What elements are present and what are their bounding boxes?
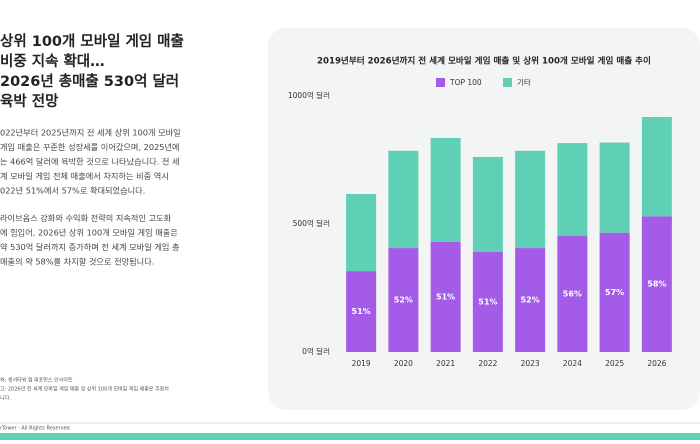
bar-segment xyxy=(515,150,546,249)
paragraph-line: 라이브옵스 강화와 수익화 전략의 지속적인 고도화 xyxy=(0,213,172,223)
x-tick-label: 2023 xyxy=(521,359,540,368)
bar-segment xyxy=(557,236,588,352)
paragraph-line: 022년부터 2025년까지 전 세계 상위 100개 모바일 xyxy=(0,128,181,138)
share-label: 51% xyxy=(436,292,455,301)
bar-segment xyxy=(388,248,419,352)
bar-segment xyxy=(641,216,672,352)
share-label: 51% xyxy=(478,297,497,306)
bar-segment xyxy=(472,251,503,352)
x-tick-label: 2022 xyxy=(478,359,497,368)
bar-segment xyxy=(472,156,503,252)
bar-segment xyxy=(515,248,546,352)
x-tick-label: 2020 xyxy=(394,359,413,368)
paragraph-line: 약 530억 달러까지 증가하며 전 세계 모바일 게임 총 xyxy=(0,242,180,252)
legend-label: 기타 xyxy=(517,78,531,87)
bar-segment xyxy=(557,143,588,237)
paragraph-line: 매출의 약 58%를 차지할 것으로 전망됩니다. xyxy=(0,257,154,267)
note-line: 고: 2026년 전 세계 모바일 게임 매출 및 상위 100개 모바일 게임… xyxy=(0,386,169,393)
share-label: 51% xyxy=(352,307,371,316)
legend-label: TOP 100 xyxy=(449,78,482,87)
bar-segment xyxy=(641,116,672,217)
share-label: 52% xyxy=(521,296,540,305)
x-tick-label: 2019 xyxy=(352,359,371,368)
bar-segment xyxy=(430,137,461,242)
title-line: 비중 지속 확대… xyxy=(0,52,105,70)
paragraph-line: 계 모바일 게임 전체 매출에서 차지하는 비중 역시 xyxy=(0,171,169,181)
paragraph-line: 022년 51%에서 57%로 확대되었습니다. xyxy=(0,186,145,196)
title-line: 2026년 총매출 530억 달러 xyxy=(0,72,179,90)
y-tick-label: 0억 달러 xyxy=(302,347,330,356)
bar-segment xyxy=(346,194,377,272)
footer-text: rTower · All Rights Reserved xyxy=(0,426,70,432)
share-label: 52% xyxy=(394,296,413,305)
share-label: 57% xyxy=(605,288,624,297)
x-tick-label: 2021 xyxy=(436,359,455,368)
title-line: 육박 전망 xyxy=(0,92,59,110)
chart-title: 2019년부터 2026년까지 전 세계 모바일 게임 매출 및 상위 100개… xyxy=(317,55,651,67)
bar-segment xyxy=(599,232,630,352)
bar-segment xyxy=(388,150,419,249)
share-label: 58% xyxy=(647,280,666,289)
x-tick-label: 2025 xyxy=(605,359,624,368)
title-line: 상위 100개 모바일 게임 매출 xyxy=(0,33,184,50)
x-tick-label: 2026 xyxy=(647,359,666,368)
paragraph-line: 는 466억 달러에 육박한 것으로 나타났습니다. 전 세 xyxy=(0,157,180,167)
x-tick-label: 2024 xyxy=(563,359,582,368)
note-line: 니다. xyxy=(0,395,11,402)
paragraph-line: 게임 매출은 꾸준한 성장세를 이어갔으며, 2025년에 xyxy=(0,142,180,152)
y-tick-label: 1000억 달러 xyxy=(288,91,330,100)
bar-segment xyxy=(430,241,461,352)
bar-segment xyxy=(599,142,630,233)
note-line: 처: 센서타워 앱 퍼포먼스 인사이트 xyxy=(0,377,73,384)
footer-band xyxy=(0,433,700,440)
paragraph-line: 에 힘입어, 2026년 상위 100개 모바일 게임 매출은 xyxy=(0,228,178,238)
legend-swatch xyxy=(503,78,512,87)
bar-segment xyxy=(346,271,377,352)
y-tick-label: 500억 달러 xyxy=(293,219,330,228)
share-label: 56% xyxy=(563,290,582,299)
legend-swatch xyxy=(436,78,445,87)
